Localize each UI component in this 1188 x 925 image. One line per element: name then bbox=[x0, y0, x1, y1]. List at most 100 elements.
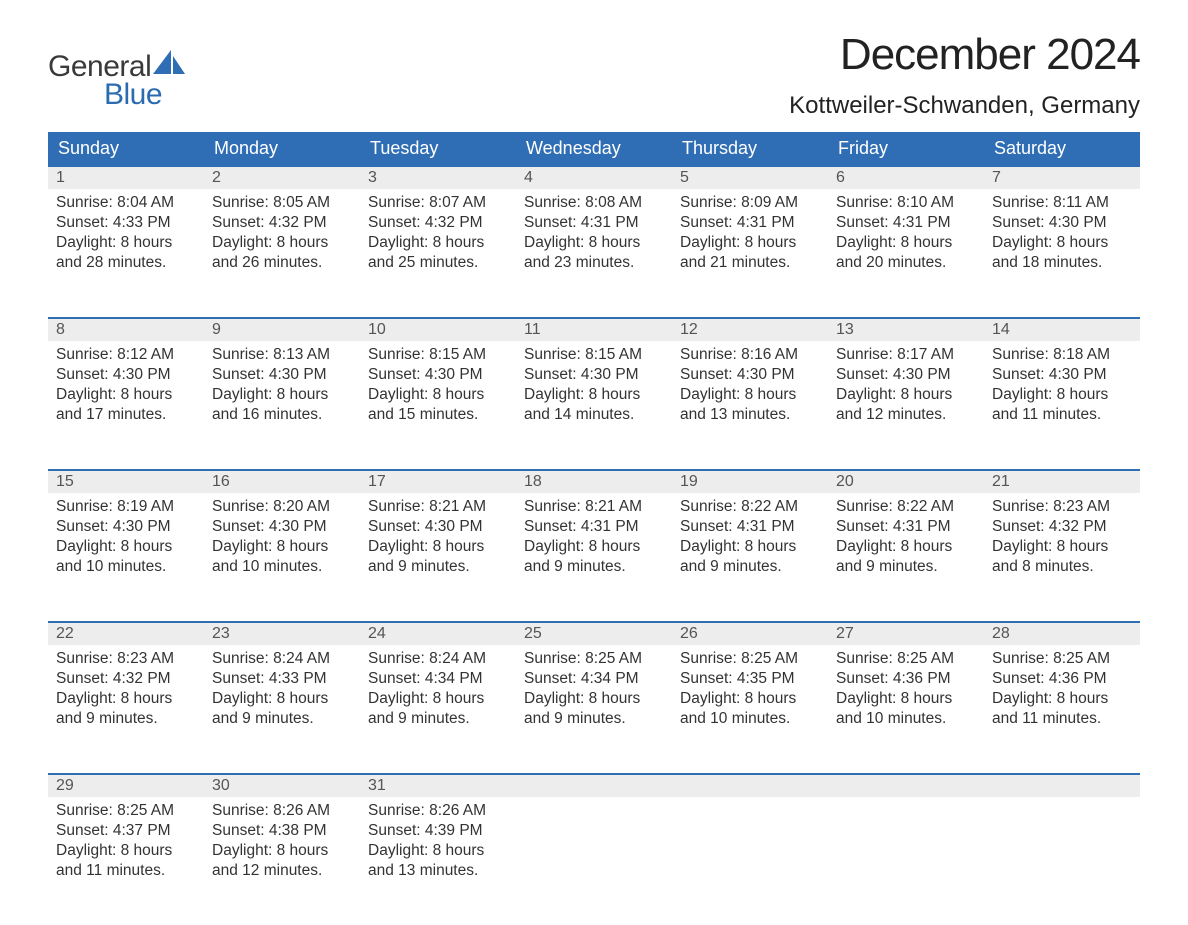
day-sunset-line: Sunset: 4:37 PM bbox=[56, 821, 196, 841]
day-sunrise-line: Sunrise: 8:10 AM bbox=[836, 193, 976, 213]
day-number-cell: 22 bbox=[48, 621, 204, 645]
day-header-row: Sunday Monday Tuesday Wednesday Thursday… bbox=[48, 132, 1140, 165]
day-d2-line: and 10 minutes. bbox=[680, 709, 820, 729]
day-d1-line: Daylight: 8 hours bbox=[680, 233, 820, 253]
week-daynum-row: 1234567 bbox=[48, 165, 1140, 189]
day-sunset-line: Sunset: 4:34 PM bbox=[368, 669, 508, 689]
day-cell-body: Sunrise: 8:15 AMSunset: 4:30 PMDaylight:… bbox=[516, 341, 672, 426]
day-cell: Sunrise: 8:23 AMSunset: 4:32 PMDaylight:… bbox=[48, 645, 204, 773]
day-d1-line: Daylight: 8 hours bbox=[212, 233, 352, 253]
day-number: 24 bbox=[360, 621, 516, 645]
day-number-cell: 19 bbox=[672, 469, 828, 493]
week-daynum-row: 891011121314 bbox=[48, 317, 1140, 341]
day-number-cell: 15 bbox=[48, 469, 204, 493]
day-sunrise-line: Sunrise: 8:25 AM bbox=[524, 649, 664, 669]
day-d1-line: Daylight: 8 hours bbox=[992, 385, 1132, 405]
day-number: 19 bbox=[672, 469, 828, 493]
day-sunset-line: Sunset: 4:30 PM bbox=[56, 517, 196, 537]
day-cell-body: Sunrise: 8:15 AMSunset: 4:30 PMDaylight:… bbox=[360, 341, 516, 426]
day-cell-body: Sunrise: 8:25 AMSunset: 4:35 PMDaylight:… bbox=[672, 645, 828, 730]
day-d2-line: and 25 minutes. bbox=[368, 253, 508, 273]
day-cell-body: Sunrise: 8:23 AMSunset: 4:32 PMDaylight:… bbox=[48, 645, 204, 730]
day-cell-body: Sunrise: 8:13 AMSunset: 4:30 PMDaylight:… bbox=[204, 341, 360, 426]
day-number-cell: 26 bbox=[672, 621, 828, 645]
day-cell-body: Sunrise: 8:19 AMSunset: 4:30 PMDaylight:… bbox=[48, 493, 204, 578]
day-cell-body: Sunrise: 8:20 AMSunset: 4:30 PMDaylight:… bbox=[204, 493, 360, 578]
day-header: Wednesday bbox=[516, 132, 672, 165]
day-d1-line: Daylight: 8 hours bbox=[56, 233, 196, 253]
day-number-cell: 5 bbox=[672, 165, 828, 189]
day-sunset-line: Sunset: 4:30 PM bbox=[836, 365, 976, 385]
day-number-cell: 28 bbox=[984, 621, 1140, 645]
day-d1-line: Daylight: 8 hours bbox=[836, 537, 976, 557]
day-number-cell: 20 bbox=[828, 469, 984, 493]
day-sunrise-line: Sunrise: 8:18 AM bbox=[992, 345, 1132, 365]
day-d1-line: Daylight: 8 hours bbox=[368, 841, 508, 861]
day-sunset-line: Sunset: 4:30 PM bbox=[368, 365, 508, 385]
day-cell-body: Sunrise: 8:16 AMSunset: 4:30 PMDaylight:… bbox=[672, 341, 828, 426]
week-body-row: Sunrise: 8:04 AMSunset: 4:33 PMDaylight:… bbox=[48, 189, 1140, 317]
day-sunset-line: Sunset: 4:30 PM bbox=[680, 365, 820, 385]
day-number-cell: 18 bbox=[516, 469, 672, 493]
day-cell: Sunrise: 8:25 AMSunset: 4:35 PMDaylight:… bbox=[672, 645, 828, 773]
day-d2-line: and 9 minutes. bbox=[680, 557, 820, 577]
day-cell-body: Sunrise: 8:12 AMSunset: 4:30 PMDaylight:… bbox=[48, 341, 204, 426]
day-d2-line: and 18 minutes. bbox=[992, 253, 1132, 273]
day-sunset-line: Sunset: 4:32 PM bbox=[992, 517, 1132, 537]
day-sunrise-line: Sunrise: 8:25 AM bbox=[992, 649, 1132, 669]
day-d1-line: Daylight: 8 hours bbox=[992, 537, 1132, 557]
day-cell: Sunrise: 8:25 AMSunset: 4:36 PMDaylight:… bbox=[828, 645, 984, 773]
day-d2-line: and 26 minutes. bbox=[212, 253, 352, 273]
day-sunrise-line: Sunrise: 8:17 AM bbox=[836, 345, 976, 365]
day-cell: Sunrise: 8:25 AMSunset: 4:34 PMDaylight:… bbox=[516, 645, 672, 773]
day-cell-body: Sunrise: 8:18 AMSunset: 4:30 PMDaylight:… bbox=[984, 341, 1140, 426]
day-sunset-line: Sunset: 4:31 PM bbox=[836, 517, 976, 537]
day-d1-line: Daylight: 8 hours bbox=[992, 689, 1132, 709]
day-sunset-line: Sunset: 4:33 PM bbox=[56, 213, 196, 233]
day-number-cell: 8 bbox=[48, 317, 204, 341]
day-d2-line: and 13 minutes. bbox=[368, 861, 508, 881]
logo-word-blue: Blue bbox=[104, 78, 187, 112]
day-cell: Sunrise: 8:10 AMSunset: 4:31 PMDaylight:… bbox=[828, 189, 984, 317]
day-number-cell: 13 bbox=[828, 317, 984, 341]
day-number: 11 bbox=[516, 317, 672, 341]
day-d2-line: and 28 minutes. bbox=[56, 253, 196, 273]
day-d2-line: and 12 minutes. bbox=[836, 405, 976, 425]
calendar-head: Sunday Monday Tuesday Wednesday Thursday… bbox=[48, 132, 1140, 165]
day-number: 2 bbox=[204, 165, 360, 189]
day-cell: Sunrise: 8:15 AMSunset: 4:30 PMDaylight:… bbox=[360, 341, 516, 469]
week-body-row: Sunrise: 8:25 AMSunset: 4:37 PMDaylight:… bbox=[48, 797, 1140, 925]
day-number: 3 bbox=[360, 165, 516, 189]
day-cell: Sunrise: 8:18 AMSunset: 4:30 PMDaylight:… bbox=[984, 341, 1140, 469]
day-sunrise-line: Sunrise: 8:22 AM bbox=[836, 497, 976, 517]
day-number: 30 bbox=[204, 773, 360, 797]
day-cell: Sunrise: 8:24 AMSunset: 4:33 PMDaylight:… bbox=[204, 645, 360, 773]
day-cell-body: Sunrise: 8:05 AMSunset: 4:32 PMDaylight:… bbox=[204, 189, 360, 274]
day-sunset-line: Sunset: 4:33 PM bbox=[212, 669, 352, 689]
day-sunrise-line: Sunrise: 8:07 AM bbox=[368, 193, 508, 213]
day-number: 12 bbox=[672, 317, 828, 341]
day-sunset-line: Sunset: 4:38 PM bbox=[212, 821, 352, 841]
day-sunrise-line: Sunrise: 8:23 AM bbox=[992, 497, 1132, 517]
day-cell: Sunrise: 8:07 AMSunset: 4:32 PMDaylight:… bbox=[360, 189, 516, 317]
day-cell: Sunrise: 8:20 AMSunset: 4:30 PMDaylight:… bbox=[204, 493, 360, 621]
day-d2-line: and 13 minutes. bbox=[680, 405, 820, 425]
day-number: 6 bbox=[828, 165, 984, 189]
day-d2-line: and 9 minutes. bbox=[56, 709, 196, 729]
day-sunrise-line: Sunrise: 8:22 AM bbox=[680, 497, 820, 517]
day-number-cell: 27 bbox=[828, 621, 984, 645]
day-cell: Sunrise: 8:08 AMSunset: 4:31 PMDaylight:… bbox=[516, 189, 672, 317]
day-number: 4 bbox=[516, 165, 672, 189]
day-cell-body: Sunrise: 8:09 AMSunset: 4:31 PMDaylight:… bbox=[672, 189, 828, 274]
week-body-row: Sunrise: 8:12 AMSunset: 4:30 PMDaylight:… bbox=[48, 341, 1140, 469]
day-d2-line: and 17 minutes. bbox=[56, 405, 196, 425]
day-d1-line: Daylight: 8 hours bbox=[524, 537, 664, 557]
day-d1-line: Daylight: 8 hours bbox=[680, 537, 820, 557]
day-cell: Sunrise: 8:17 AMSunset: 4:30 PMDaylight:… bbox=[828, 341, 984, 469]
day-number-cell: 7 bbox=[984, 165, 1140, 189]
day-number: 7 bbox=[984, 165, 1140, 189]
day-number-cell: 30 bbox=[204, 773, 360, 797]
day-d1-line: Daylight: 8 hours bbox=[524, 689, 664, 709]
day-sunset-line: Sunset: 4:31 PM bbox=[524, 517, 664, 537]
day-sunrise-line: Sunrise: 8:21 AM bbox=[368, 497, 508, 517]
